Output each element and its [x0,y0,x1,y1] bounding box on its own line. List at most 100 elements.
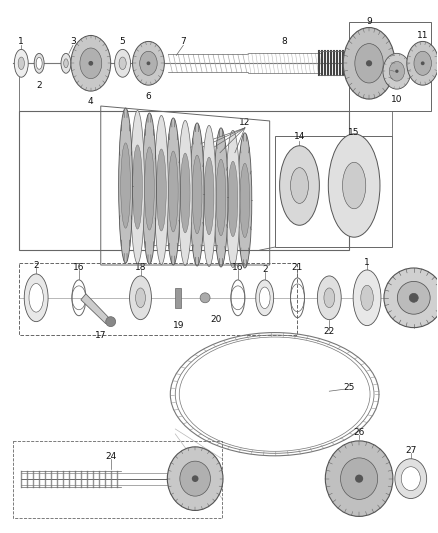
Ellipse shape [145,147,154,230]
Circle shape [384,268,438,328]
Ellipse shape [178,120,192,265]
Ellipse shape [133,145,142,229]
Ellipse shape [214,128,228,267]
Ellipse shape [18,57,25,70]
Ellipse shape [80,48,102,78]
Text: 16: 16 [73,263,85,272]
Ellipse shape [119,57,126,70]
Ellipse shape [226,131,240,268]
Bar [349,21,431,111]
Ellipse shape [131,110,145,263]
Text: 2: 2 [262,265,268,274]
Bar [13,441,222,519]
Text: 12: 12 [239,118,251,127]
Text: 20: 20 [210,315,222,324]
Ellipse shape [167,447,223,511]
Bar [19,263,297,335]
Ellipse shape [401,467,420,490]
Ellipse shape [192,155,202,234]
Ellipse shape [414,51,431,75]
Ellipse shape [36,58,42,69]
Ellipse shape [71,36,111,91]
Text: 21: 21 [292,263,303,272]
Text: 8: 8 [282,37,287,46]
Polygon shape [81,294,111,324]
Circle shape [409,293,418,302]
Ellipse shape [202,125,216,266]
Text: 5: 5 [120,37,126,46]
Ellipse shape [156,149,166,231]
Text: 2: 2 [36,80,42,90]
Ellipse shape [228,161,238,237]
Ellipse shape [343,28,395,99]
Ellipse shape [355,44,383,83]
Circle shape [192,475,198,482]
Ellipse shape [166,118,180,265]
Text: 22: 22 [324,327,335,336]
Ellipse shape [325,441,393,516]
Bar [175,288,181,308]
Circle shape [395,70,399,73]
Ellipse shape [180,153,190,233]
Text: 11: 11 [417,31,428,40]
Text: 4: 4 [88,96,94,106]
Text: 7: 7 [180,37,186,46]
Ellipse shape [340,458,378,499]
Circle shape [88,61,93,66]
Circle shape [366,60,372,67]
Ellipse shape [324,288,335,308]
Text: 25: 25 [343,383,355,392]
Ellipse shape [318,276,341,320]
Text: 15: 15 [348,128,360,138]
Text: 17: 17 [95,331,106,340]
Text: 6: 6 [145,92,151,101]
Ellipse shape [180,461,210,496]
Ellipse shape [216,159,226,236]
Text: 27: 27 [405,446,417,455]
Text: 10: 10 [391,94,403,103]
Ellipse shape [343,162,366,209]
Ellipse shape [395,459,427,498]
Text: 9: 9 [366,17,372,26]
Ellipse shape [256,280,274,316]
Text: 1: 1 [18,37,24,46]
Circle shape [421,61,424,65]
Ellipse shape [130,276,152,320]
Ellipse shape [121,143,131,228]
Text: 16: 16 [232,263,244,272]
Ellipse shape [407,42,438,85]
Ellipse shape [29,284,43,312]
Ellipse shape [353,270,381,326]
Ellipse shape [238,133,252,268]
Text: 13: 13 [180,244,191,253]
Ellipse shape [115,50,131,77]
Circle shape [200,293,210,303]
Ellipse shape [142,113,156,264]
Ellipse shape [24,274,48,321]
Ellipse shape [119,108,133,263]
Bar [275,136,392,247]
Ellipse shape [259,287,270,309]
Ellipse shape [61,53,71,73]
Ellipse shape [328,134,380,237]
Ellipse shape [361,285,373,310]
Text: 1: 1 [364,257,370,266]
Ellipse shape [140,51,157,75]
Circle shape [147,61,150,65]
Ellipse shape [136,288,145,308]
Ellipse shape [64,59,68,68]
Text: 26: 26 [353,429,365,438]
Ellipse shape [155,116,168,264]
Bar [19,111,349,250]
Ellipse shape [169,151,178,232]
Text: 3: 3 [70,37,76,46]
Ellipse shape [279,146,319,225]
Text: 14: 14 [294,132,305,141]
Ellipse shape [383,53,411,89]
Ellipse shape [240,163,250,238]
Ellipse shape [14,50,28,77]
Text: 19: 19 [173,321,184,330]
Ellipse shape [389,61,405,81]
Text: 23: 23 [417,299,428,308]
Text: 2: 2 [33,261,39,270]
